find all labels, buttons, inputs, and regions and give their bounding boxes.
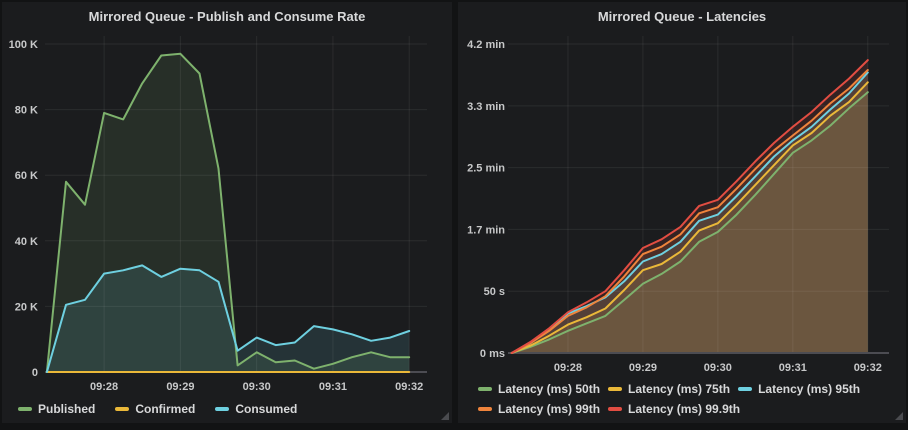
legend-series-color-icon [608,387,623,391]
x-axis-tick-label: 09:31 [779,362,807,374]
series-line-latency-ms-50th [510,91,869,354]
legend-series-color-icon [478,407,492,411]
y-axis-tick-label: 20 K [15,301,38,313]
legend-item-latency-ms-50th[interactable]: Latency (ms) 50th [478,382,600,396]
legend-row: Latency (ms) 99th Latency (ms) 99.9th [478,401,860,417]
legend-item-label: Latency (ms) 95th [758,382,861,396]
series-line-latency-ms-99th [510,69,869,354]
series-line-latency-ms-75th [510,81,869,354]
legend-item-latency-ms-99.9th[interactable]: Latency (ms) 99.9th [608,402,740,416]
legend-item-latency-ms-95th[interactable]: Latency (ms) 95th [738,382,860,396]
x-axis-tick-label: 09:30 [704,362,732,374]
x-axis-tick-label: 09:28 [554,362,582,374]
panel-title[interactable]: Mirrored Queue - Latencies [597,9,767,24]
y-axis-tick-label: 4.2 min [467,39,505,51]
series-fills [46,53,410,373]
legend-item-latency-ms-99th[interactable]: Latency (ms) 99th [478,402,600,416]
series-line-latency-ms-95th [510,71,869,354]
x-axis-tick-label: 09:31 [319,381,347,393]
legend-item-latency-ms-75th[interactable]: Latency (ms) 75th [608,382,730,396]
series-fill-latency-ms-99th [511,70,868,353]
chart-legend: Latency (ms) 50th Latency (ms) 75th Latenc… [478,381,860,421]
series-fill-published [46,53,410,373]
series-lines [45,52,411,373]
x-axis-tick-label: 09:29 [166,381,194,393]
series-line-latency-ms-99.9th [510,59,869,354]
chart-canvas[interactable]: 0 20 K 40 K 60 K 80 K 100 K 09:28 09:29 09:30 09:… [2,2,452,423]
y-axis-tick-label: 80 K [15,105,38,117]
legend-series-color-icon [215,407,230,411]
series-fill-latency-ms-99.9th [511,60,868,353]
panel-resize-handle-icon[interactable] [895,412,903,420]
chart-canvas[interactable]: 0 ms 50 s 1.7 min 2.5 min 3.3 min 4.2 min 09:2… [458,2,906,423]
chart-legend: Published Confirmed Consumed [18,401,297,421]
legend-item-label: Published [38,402,96,416]
panel-resize-handle-icon[interactable] [441,412,449,420]
series-lines [510,59,869,354]
legend-item-consumed[interactable]: Consumed [215,402,297,416]
legend-item-label: Latency (ms) 99.9th [628,402,741,416]
legend-row: Latency (ms) 50th Latency (ms) 75th Latenc… [478,381,860,397]
series-fill-latency-ms-75th [511,82,868,354]
y-axis-tick-label: 100 K [9,39,38,51]
series-line-consumed [45,264,411,373]
series-fill-latency-ms-50th [511,92,868,353]
panel-publish-consume-rate: Mirrored Queue - Publish and Consume Rat… [2,2,452,423]
y-axis-tick-label: 2.5 min [467,163,505,175]
y-axis-tick-label: 40 K [15,236,38,248]
legend-series-color-icon [608,407,623,411]
legend-item-label: Confirmed [135,402,196,416]
panel-latencies: Mirrored Queue - Latencies 0 ms 50 s 1.7 m… [458,2,906,423]
legend-item-label: Consumed [235,402,298,416]
y-axis-tick-label: 50 s [484,286,505,298]
legend-series-color-icon [478,387,492,391]
legend-series-color-icon [738,387,753,391]
legend-item-label: Latency (ms) 75th [628,382,731,396]
y-axis-tick-label: 0 [32,367,38,379]
legend-item-label: Latency (ms) 50th [498,382,601,396]
grid-lines [508,36,889,354]
x-axis-tick-label: 09:28 [90,381,118,393]
series-line-published [45,52,411,373]
legend-item-confirmed[interactable]: Confirmed [115,402,195,416]
series-fill-latency-ms-95th [511,72,868,353]
x-axis-tick-label: 09:29 [629,362,657,374]
legend-row: Published Confirmed Consumed [18,401,297,417]
x-axis-tick-label: 09:30 [243,381,271,393]
x-axis-tick-label: 09:32 [854,362,882,374]
series-fills [511,60,868,354]
x-axis-tick-label: 09:32 [395,381,423,393]
y-axis-tick-label: 3.3 min [467,101,505,113]
legend-item-published[interactable]: Published [18,402,95,416]
legend-series-color-icon [18,407,32,411]
y-axis-tick-label: 0 ms [480,348,505,360]
legend-series-color-icon [115,407,130,411]
y-axis-tick-label: 60 K [15,170,38,182]
axis-labels: 0 ms 50 s 1.7 min 2.5 min 3.3 min 4.2 min 09:2… [467,39,882,374]
panel-title[interactable]: Mirrored Queue - Publish and Consume Rat… [88,9,366,24]
axis-labels: 0 20 K 40 K 60 K 80 K 100 K 09:28 09:29 09:30 09:… [9,39,424,393]
y-axis-tick-label: 1.7 min [467,224,505,236]
legend-item-label: Latency (ms) 99th [498,402,601,416]
